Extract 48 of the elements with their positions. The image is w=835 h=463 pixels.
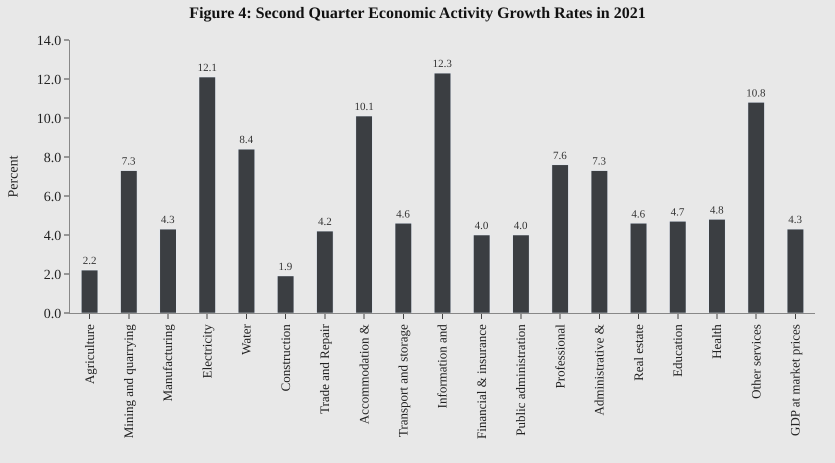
x-tick-label: Agriculture	[82, 324, 97, 384]
y-tick-label: 12.0	[36, 72, 62, 88]
data-label: 4.0	[474, 220, 489, 232]
y-tick-label: 8.0	[44, 150, 62, 166]
data-label: 4.8	[710, 204, 724, 216]
data-label: 4.6	[631, 208, 646, 220]
data-label: 12.1	[198, 62, 217, 74]
chart-title: Figure 4: Second Quarter Economic Activity Growth Rates in 2021	[189, 5, 646, 22]
y-tick-label: 0.0	[44, 306, 62, 322]
data-label: 1.9	[278, 260, 293, 273]
data-label: 12.3	[432, 58, 452, 70]
x-tick-label: Financial & insurance	[474, 324, 489, 440]
data-label: 7.6	[553, 150, 568, 162]
data-label: 7.3	[122, 156, 136, 168]
data-label: 10.8	[746, 87, 766, 100]
y-tick-label: 4.0	[44, 228, 62, 244]
data-label: 4.6	[396, 208, 410, 220]
data-label: 4.7	[670, 206, 685, 218]
data-label: 10.1	[354, 101, 374, 114]
x-tick-label: Public administration	[513, 324, 528, 436]
data-label: 4.0	[514, 220, 528, 232]
y-axis-title: Percent	[6, 155, 22, 198]
y-tick-label: 6.0	[44, 190, 62, 205]
y-tick-label: 14.0	[36, 34, 62, 49]
x-tick-label: Professional	[552, 324, 568, 388]
x-tick-label: Education	[670, 324, 685, 377]
data-label: 4.2	[318, 216, 332, 228]
y-tick-label: 2.0	[44, 268, 62, 283]
x-tick-label: Construction	[278, 324, 293, 392]
data-label: 7.3	[592, 156, 606, 168]
x-tick-label: Accommodation &	[356, 324, 372, 424]
data-label: 2.2	[82, 255, 96, 268]
x-tick-label: Water	[238, 324, 254, 355]
x-tick-label: Health	[709, 324, 724, 359]
x-tick-label: Manufacturing	[160, 324, 176, 402]
y-tick-label: 10.0	[36, 112, 62, 127]
x-tick-label: Information and	[434, 324, 450, 408]
data-label: 4.3	[788, 214, 803, 226]
data-label: 4.3	[160, 214, 176, 226]
x-tick-label: GDP at market prices	[788, 324, 803, 436]
x-tick-label: Mining and quarrying	[121, 324, 136, 438]
x-tick-label: Electricity	[199, 324, 214, 378]
data-label: 8.4	[239, 134, 254, 146]
x-tick-label: Other services	[748, 324, 764, 399]
x-tick-label: Transport and storage	[396, 324, 411, 438]
x-tick-label: Trade and Repair	[317, 324, 332, 414]
x-tick-label: Real estate	[630, 324, 646, 381]
x-tick-label: Administrative &	[592, 324, 607, 416]
